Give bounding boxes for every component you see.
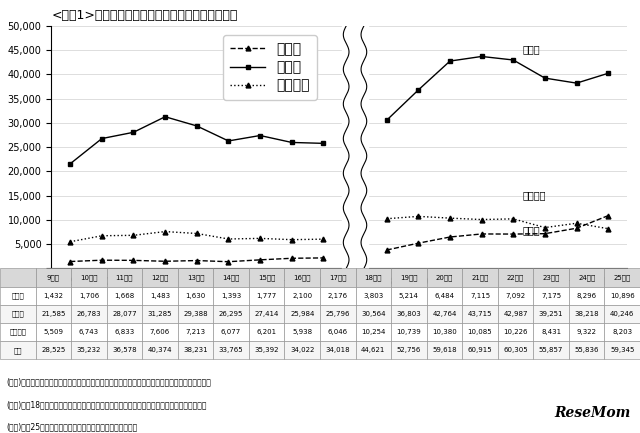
Text: (注３)平成25年度からは高等学校に通信制限課程を含める。: (注３)平成25年度からは高等学校に通信制限課程を含める。 bbox=[6, 422, 138, 431]
Legend: 小学校, 中学校, 高等学校: 小学校, 中学校, 高等学校 bbox=[223, 36, 317, 100]
Text: ReseMom: ReseMom bbox=[554, 406, 630, 420]
Text: (注２)平成18年度からは国立立学校も調査。また、中学校には中等教育学校前期課程を含む。: (注２)平成18年度からは国立立学校も調査。また、中学校には中等教育学校前期課程… bbox=[6, 400, 207, 409]
Text: (注１)平成９年度からは公立小・中・高等学校を対象として、学校外の暴力行為についても調査。: (注１)平成９年度からは公立小・中・高等学校を対象として、学校外の暴力行為につい… bbox=[6, 378, 211, 387]
Text: 中学校: 中学校 bbox=[523, 45, 540, 55]
Text: <参考1>学校内外における暴力行為発生件数の推移: <参考1>学校内外における暴力行為発生件数の推移 bbox=[51, 9, 237, 22]
Text: 高等学校: 高等学校 bbox=[523, 190, 547, 200]
Text: 小学校: 小学校 bbox=[523, 226, 540, 236]
